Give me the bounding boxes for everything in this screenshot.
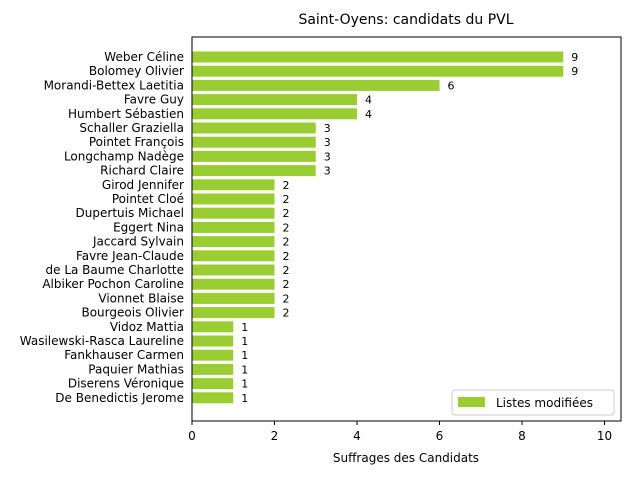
data-label: 1	[241, 349, 248, 362]
data-label: 9	[571, 65, 578, 78]
x-tick-label: 0	[188, 429, 196, 443]
bar	[192, 349, 234, 361]
data-label: 1	[241, 321, 248, 334]
category-label: Dupertuis Michael	[76, 206, 184, 220]
category-label: De Benedictis Jerome	[55, 391, 184, 405]
data-label: 2	[283, 292, 290, 305]
x-axis-label: Suffrages des Candidats	[333, 451, 479, 465]
bar	[192, 136, 316, 148]
x-tick-label: 10	[597, 429, 612, 443]
data-label: 2	[283, 236, 290, 249]
category-label: Pointet François	[89, 135, 184, 149]
legend-label: Listes modifiées	[496, 396, 593, 410]
data-label: 6	[448, 79, 455, 92]
data-label: 2	[283, 193, 290, 206]
bars-group	[192, 51, 564, 404]
category-label: Diserens Véronique	[68, 377, 184, 391]
category-label: Girod Jennifer	[102, 178, 184, 192]
category-label: Longchamp Nadège	[64, 149, 184, 163]
bar	[192, 122, 316, 134]
data-label: 1	[241, 378, 248, 391]
data-label: 1	[241, 363, 248, 376]
category-label: Favre Guy	[124, 93, 184, 107]
data-label: 2	[283, 278, 290, 291]
plot-frame	[191, 36, 622, 422]
data-label: 4	[365, 94, 372, 107]
x-tick-label: 4	[353, 429, 361, 443]
bar	[192, 264, 275, 276]
category-label: Favre Jean-Claude	[76, 249, 184, 263]
data-label: 2	[283, 179, 290, 192]
category-label: Pointet Cloé	[112, 192, 184, 206]
bar	[192, 150, 316, 162]
category-label: Paquier Mathias	[88, 362, 184, 376]
bar	[192, 179, 275, 191]
category-label: de La Baume Charlotte	[46, 263, 185, 277]
bar	[192, 193, 275, 205]
bar	[192, 321, 234, 333]
category-label: Richard Claire	[100, 164, 184, 178]
bar	[192, 307, 275, 319]
category-label: Fankhauser Carmen	[64, 348, 184, 362]
category-label: Schaller Graziella	[79, 121, 184, 135]
bar	[192, 278, 275, 290]
data-label: 3	[324, 165, 331, 178]
bar	[192, 165, 316, 177]
data-label: 4	[365, 108, 372, 121]
bar	[192, 250, 275, 262]
bar	[192, 392, 234, 404]
bar	[192, 65, 564, 77]
bar	[192, 378, 234, 390]
bar	[192, 207, 275, 219]
bar	[192, 363, 234, 375]
data-label: 9	[571, 51, 578, 64]
data-label: 2	[283, 207, 290, 220]
data-label: 1	[241, 335, 248, 348]
bar	[192, 108, 357, 120]
data-label: 2	[283, 307, 290, 320]
category-label: Bourgeois Olivier	[81, 306, 184, 320]
bar	[192, 221, 275, 233]
category-label: Weber Céline	[104, 50, 184, 64]
data-label: 1	[241, 392, 248, 405]
bar	[192, 94, 357, 106]
chart-title: Saint-Oyens: candidats du PVL	[298, 12, 513, 28]
category-label: Albiker Pochon Caroline	[42, 277, 184, 291]
category-label: Eggert Nina	[113, 220, 184, 234]
legend: Listes modifiées	[451, 389, 615, 416]
category-label: Jaccard Sylvain	[92, 235, 184, 249]
category-label: Morandi-Bettex Laetitia	[44, 78, 184, 92]
data-label: 3	[324, 136, 331, 149]
bar	[192, 51, 564, 63]
bar	[192, 79, 440, 91]
x-tick-label: 2	[271, 429, 279, 443]
category-label: Vidoz Mattia	[110, 320, 184, 334]
bar	[192, 292, 275, 304]
data-label: 3	[324, 122, 331, 135]
x-ticks-group: 0 2 4 6 8 10	[188, 421, 612, 443]
data-label: 3	[324, 150, 331, 163]
category-label: Vionnet Blaise	[98, 291, 184, 305]
x-tick-label: 6	[436, 429, 444, 443]
data-label: 2	[283, 264, 290, 277]
category-label: Humbert Sébastien	[68, 107, 184, 121]
data-label: 2	[283, 250, 290, 263]
category-label: Wasilewski-Rasca Laureline	[20, 334, 184, 348]
x-tick-label: 8	[518, 429, 526, 443]
legend-frame	[451, 389, 615, 416]
bar	[192, 236, 275, 248]
data-label: 2	[283, 221, 290, 234]
legend-swatch	[458, 397, 485, 407]
bar	[192, 335, 234, 347]
category-label: Bolomey Olivier	[89, 64, 184, 78]
